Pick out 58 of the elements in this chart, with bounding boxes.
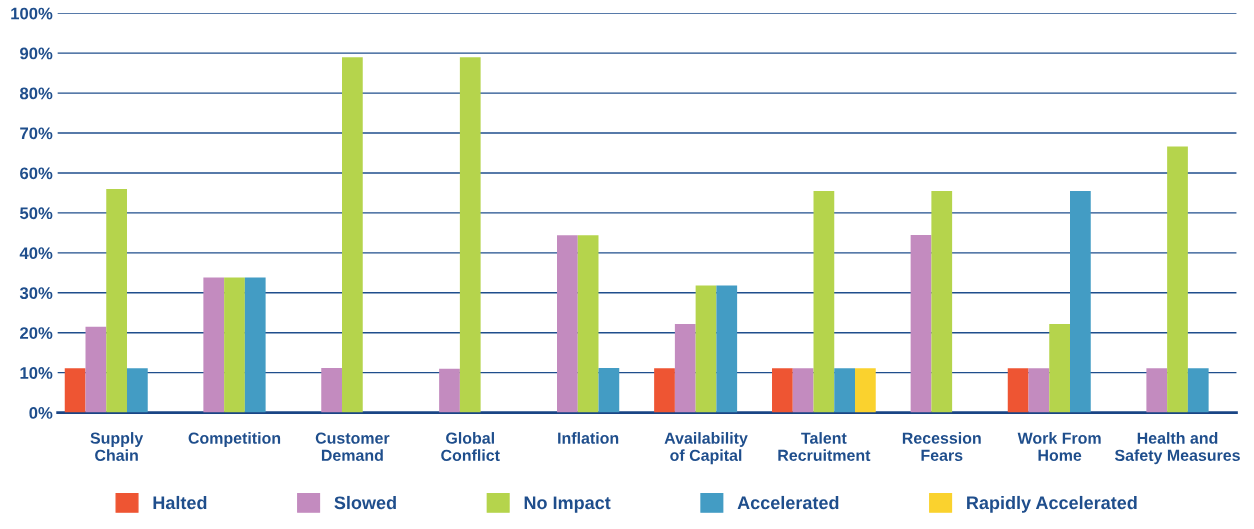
bar xyxy=(834,368,855,413)
bar xyxy=(244,277,266,413)
x-tick-label: Global Conflict xyxy=(441,432,500,461)
legend-label: Halted xyxy=(153,495,207,510)
x-tick-label: Talent Recruitment xyxy=(778,432,871,461)
bar xyxy=(557,235,578,413)
x-tick-label: Supply Chain xyxy=(90,432,144,461)
x-tick-label: Availability of Capital xyxy=(664,432,748,465)
bar xyxy=(772,368,793,413)
bar xyxy=(792,368,814,413)
bar xyxy=(459,57,481,413)
bar xyxy=(695,285,717,413)
bar xyxy=(342,57,363,413)
x-tick-label: Competition xyxy=(188,432,281,447)
bar xyxy=(1146,368,1168,413)
y-tick-label: 10% xyxy=(20,367,53,379)
bar xyxy=(674,323,696,413)
bar xyxy=(203,277,225,413)
bar xyxy=(1028,368,1050,413)
x-tick-label: Work From Home xyxy=(1017,432,1101,461)
x-tick-label: Health and Safety Measures xyxy=(1114,432,1240,465)
bar xyxy=(106,188,127,413)
y-tick-label: 70% xyxy=(20,127,53,140)
legend-label: No Impact xyxy=(524,496,611,513)
y-tick-label: 30% xyxy=(19,287,53,300)
bar xyxy=(1049,323,1070,413)
bar xyxy=(439,368,460,413)
bar xyxy=(321,367,342,413)
y-tick-label: 60% xyxy=(20,167,53,180)
x-tick-label: Customer Demand xyxy=(315,432,390,461)
bar xyxy=(1167,146,1188,413)
bar xyxy=(1187,368,1209,413)
bar xyxy=(716,285,738,413)
bar xyxy=(127,368,148,413)
bar xyxy=(598,367,620,413)
bar xyxy=(577,235,599,413)
y-tick-label: 0% xyxy=(29,407,53,419)
legend-label: Rapidly Accelerated xyxy=(967,495,1137,513)
bar xyxy=(813,190,835,413)
x-tick-label: Recession Fears xyxy=(902,432,981,461)
y-tick-label: 90% xyxy=(20,47,53,60)
bar xyxy=(910,234,932,413)
bar xyxy=(1007,368,1029,413)
x-tick-label: Inflation xyxy=(558,432,619,444)
bar xyxy=(85,326,107,413)
bar xyxy=(1070,190,1091,413)
legend-label: Slowed xyxy=(334,495,396,510)
bar xyxy=(224,277,245,413)
y-tick-label: 100% xyxy=(11,7,53,20)
bar xyxy=(64,368,86,413)
y-tick-label: 80% xyxy=(19,87,53,100)
legend-label: Accelerated xyxy=(737,495,839,510)
y-tick-label: 40% xyxy=(19,247,53,260)
bar xyxy=(931,190,953,413)
bar xyxy=(654,368,675,413)
bar xyxy=(855,368,876,413)
y-tick-label: 50% xyxy=(19,207,53,220)
y-tick-label: 20% xyxy=(20,327,53,339)
